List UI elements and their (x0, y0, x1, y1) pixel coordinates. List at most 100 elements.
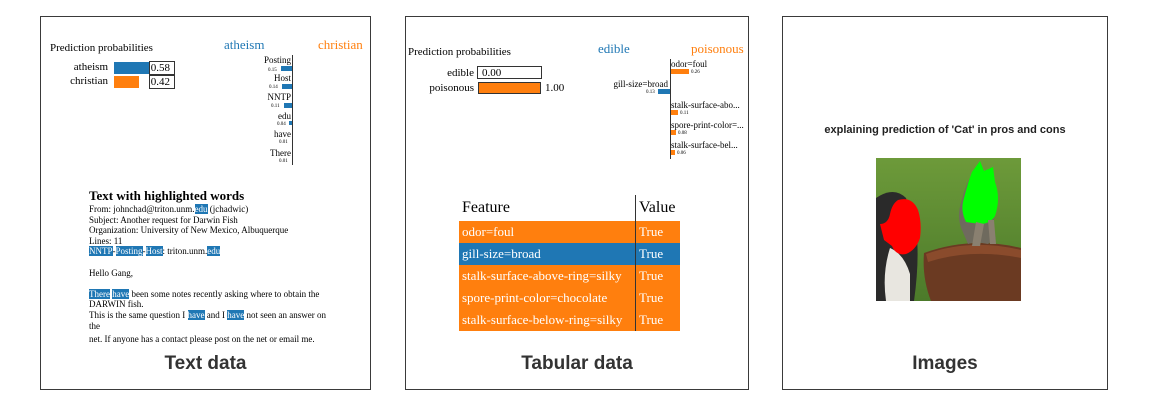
text-line: DARWIN fish. (89, 299, 144, 310)
feature-bar (282, 84, 292, 89)
feature-label: edu (278, 111, 291, 121)
images-panel: explaining prediction of 'Cat' in pros a… (782, 16, 1108, 390)
feature-label: odor=foul (671, 59, 708, 69)
prob-label-atheism: atheism (73, 61, 108, 73)
table-cell-feature: gill-size=broad (459, 243, 636, 265)
table-row: odor=foul True (459, 221, 680, 243)
feature-bar (671, 150, 675, 155)
text-line: From: johnchad@triton.unm.edu (jchadwic) (89, 204, 249, 214)
feature-axis (670, 59, 671, 159)
prob-value-christian: 0.42 (149, 75, 175, 89)
prob-bar-poisonous (479, 83, 540, 93)
highlighted-text: From: johnchad@triton.unm.edu (jchadwic)… (89, 204, 369, 345)
prob-label-poisonous: poisonous (429, 82, 474, 94)
highlight-title: Text with highlighted words (89, 188, 245, 203)
table-row: gill-size=broad True (459, 243, 680, 265)
table-cell-value: True (635, 265, 680, 287)
panel-caption: Tabular data (521, 353, 633, 374)
text-line: net. If anyone has a contact please post… (89, 334, 315, 345)
panel-caption: Text data (164, 353, 247, 374)
class-label-right: poisonous (691, 41, 744, 56)
feature-bar (671, 130, 676, 135)
feature-weight: 0.01 (279, 159, 288, 164)
stump-top (926, 244, 1021, 262)
feature-weight: 0.26 (691, 70, 700, 75)
class-label-right: christian (318, 37, 363, 52)
feature-label: stalk-surface-abo... (671, 100, 740, 110)
prob-bar-track (114, 76, 174, 88)
text-line: Hello Gang, (89, 267, 133, 278)
prob-bar-atheism (114, 62, 149, 74)
feature-label: Host (273, 73, 291, 83)
text-line: Subject: Another request for Darwin Fish (89, 214, 238, 225)
prob-value-atheism: 0.58 (149, 61, 175, 75)
prob-bar-christian (114, 76, 139, 88)
tree-stump (923, 243, 1021, 301)
prob-bar-track (478, 82, 541, 94)
text-line: This is the same question I have and I h… (89, 309, 326, 320)
feature-weight: 0.15 (268, 68, 277, 73)
feature-label: gill-size=broad (613, 79, 668, 89)
feature-label: There (270, 148, 291, 158)
pred-title: Prediction probabilities (408, 46, 511, 58)
table-row: spore-print-color=chocolate True (459, 287, 680, 309)
feature-axis (292, 55, 293, 165)
dog-white-patch (884, 248, 910, 301)
image-explanation-title: explaining prediction of 'Cat' in pros a… (824, 124, 1066, 136)
feature-weight: 0.04 (277, 122, 286, 127)
feature-bar (671, 69, 689, 74)
table-cell-feature: stalk-surface-below-ring=silky (459, 309, 636, 331)
class-label-left: edible (598, 41, 630, 56)
explained-cat-image (876, 158, 1021, 301)
feature-label: Posting (263, 55, 291, 65)
table-cell-value: True (635, 309, 680, 331)
table-cell-feature: odor=foul (459, 221, 636, 243)
table-header-feature: Feature (459, 195, 636, 221)
pro-region-green (962, 161, 998, 224)
cat-leg (972, 222, 984, 246)
prob-value-box (477, 66, 542, 79)
table-cell-value: True (635, 243, 680, 265)
prob-label-christian: christian (70, 75, 108, 87)
feature-bar (671, 110, 678, 115)
feature-weight: 0.06 (677, 151, 686, 156)
table-cell-feature: spore-print-color=chocolate (459, 287, 636, 309)
feature-bar (281, 66, 292, 71)
text-line: Lines: 11 (89, 235, 123, 246)
feature-weight: 0.01 (279, 140, 288, 145)
feature-weight: 0.08 (678, 131, 687, 136)
tabular-data-panel: Prediction probabilities edible poisonou… (405, 16, 749, 390)
text-line: the (89, 320, 100, 331)
text-line: There have been some notes recently aski… (89, 288, 320, 299)
text-line: Organization: University of New Mexico, … (89, 225, 289, 236)
feature-label: NNTP (267, 92, 291, 102)
text-line: NNTP-Posting-Host: triton.unm.edu (89, 246, 221, 257)
feature-weight: 0.11 (271, 104, 280, 109)
panel-caption: Images (912, 353, 978, 374)
pred-title: Prediction probabilities (50, 42, 153, 54)
feature-weight: 0.11 (680, 111, 689, 116)
feature-label: stalk-surface-bel... (671, 140, 738, 150)
feature-label: spore-print-color=... (671, 120, 744, 130)
text-data-panel: Prediction probabilities atheism christi… (40, 16, 371, 390)
feature-bar (284, 103, 292, 108)
table-cell-value: True (635, 221, 680, 243)
con-region-red (880, 199, 921, 255)
feature-weight: 0.13 (646, 90, 655, 95)
table-cell-value: True (635, 287, 680, 309)
prob-value-edible: 0.00 (482, 67, 502, 79)
prob-value-poisonous: 1.00 (545, 82, 565, 94)
cat-leg (988, 220, 996, 244)
feature-value-table: Feature Value odor=foul True gill-size=b… (459, 195, 680, 331)
prob-label-edible: edible (447, 67, 474, 79)
feature-bar (658, 89, 670, 94)
feature-label: have (274, 129, 291, 139)
table-row: stalk-surface-below-ring=silky True (459, 309, 680, 331)
table-cell-feature: stalk-surface-above-ring=silky (459, 265, 636, 287)
table-header-value: Value (639, 199, 676, 216)
table-row: stalk-surface-above-ring=silky True (459, 265, 680, 287)
feature-weight: 0.14 (269, 85, 278, 90)
feature-bar (289, 121, 292, 125)
prob-bar-track (114, 62, 174, 74)
class-label-left: atheism (224, 37, 265, 52)
